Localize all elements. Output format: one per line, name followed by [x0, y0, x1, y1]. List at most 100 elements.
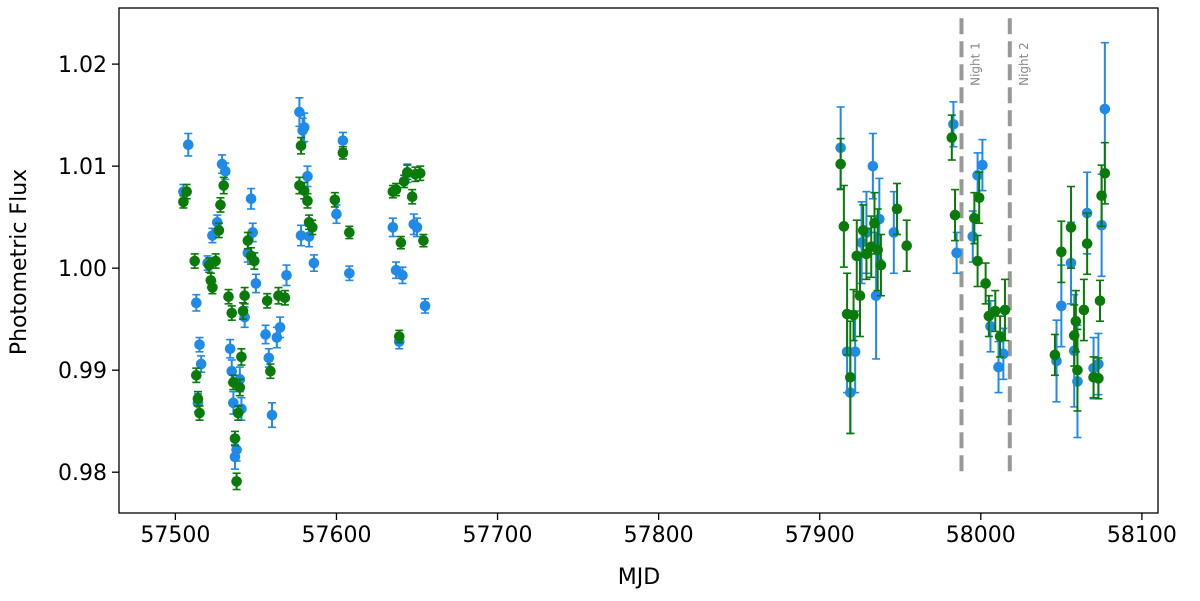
data-point [211, 216, 223, 228]
data-point [948, 119, 959, 130]
data-point [279, 292, 291, 304]
data-point [329, 194, 341, 206]
data-point [213, 225, 225, 236]
data-point [232, 407, 244, 419]
data-point [845, 372, 856, 383]
x-axis-title: MJD [618, 565, 660, 590]
y-tick-label: 0.99 [58, 359, 107, 384]
data-point [1081, 238, 1093, 249]
data-point [969, 212, 980, 224]
data-point [397, 269, 408, 281]
data-point [194, 339, 205, 350]
x-tick-label: 57600 [301, 523, 371, 548]
data-point [838, 221, 850, 232]
data-point [308, 257, 320, 269]
data-point [393, 331, 405, 342]
data-point [231, 444, 242, 456]
data-point [856, 237, 867, 248]
data-point [1078, 304, 1090, 316]
y-axis-title: Photometric Flux [7, 169, 32, 355]
data-point [236, 351, 247, 363]
x-tick-label: 58100 [1107, 523, 1177, 548]
y-tick-label: 1.01 [58, 155, 107, 180]
plot-frame [118, 7, 1159, 514]
data-point [344, 267, 355, 279]
data-point [224, 343, 236, 355]
data-point [295, 140, 307, 152]
x-tick-label: 57800 [624, 523, 694, 548]
data-point [337, 147, 349, 159]
data-point [266, 409, 278, 421]
data-point [973, 192, 985, 204]
x-axis: 57500 57600 57700 57800 57900 58000 58100 [140, 513, 1177, 548]
data-point [226, 365, 238, 377]
data-point [191, 369, 202, 381]
y-tick-label: 1.00 [58, 257, 107, 282]
data-point [999, 304, 1011, 316]
data-point [1072, 364, 1083, 376]
data-point [1099, 167, 1111, 179]
data-point [182, 139, 194, 151]
data-point [946, 132, 958, 143]
data-point [191, 297, 202, 309]
data-point [242, 235, 254, 246]
data-point [867, 160, 879, 172]
data-point [181, 186, 192, 197]
data-point [294, 106, 305, 118]
data-point [835, 158, 846, 170]
data-point [194, 407, 205, 419]
data-point [951, 247, 962, 259]
data-point [298, 122, 310, 133]
data-point [263, 352, 275, 364]
data-point [220, 165, 231, 177]
data-point [419, 300, 431, 312]
reference-line-label: Night 1 [968, 42, 982, 86]
data-point [994, 331, 1006, 342]
data-point [849, 346, 861, 358]
data-point [237, 305, 249, 317]
data-point [1056, 246, 1067, 258]
data-point [207, 282, 218, 293]
data-point [215, 199, 226, 211]
data-point [967, 231, 979, 242]
data-point [993, 361, 1004, 373]
data-point [901, 240, 913, 252]
data-point [387, 222, 399, 233]
data-point [1070, 315, 1082, 327]
data-point [848, 309, 859, 321]
y-tick-label: 0.98 [58, 461, 107, 486]
data-point [302, 171, 313, 182]
data-point [302, 195, 313, 207]
data-point [249, 255, 260, 267]
data-point [239, 290, 250, 301]
data-point [411, 222, 423, 233]
data-point [854, 290, 866, 301]
data-point [870, 290, 882, 301]
data-point [977, 159, 988, 171]
data-point [344, 227, 355, 238]
data-point [1056, 300, 1067, 312]
data-point [414, 167, 426, 179]
data-point [231, 476, 242, 487]
data-point [229, 433, 241, 444]
data-point [195, 358, 207, 370]
data-point [189, 255, 201, 267]
data-point [875, 259, 887, 271]
data-point [223, 291, 234, 303]
data-point [234, 382, 246, 393]
y-axis: 0.98 0.99 1.00 1.01 1.02 [58, 53, 119, 486]
data-point [891, 203, 903, 215]
data-point [274, 322, 286, 333]
data-point [295, 230, 307, 241]
data-point [250, 278, 262, 289]
x-tick-label: 57700 [463, 523, 533, 548]
data-point [395, 237, 407, 248]
data-point [1099, 103, 1111, 115]
data-point [402, 166, 413, 178]
x-tick-label: 58000 [946, 523, 1016, 548]
data-point [210, 255, 221, 267]
data-point [1093, 373, 1104, 384]
data-point [418, 235, 429, 246]
data-point [192, 393, 204, 405]
